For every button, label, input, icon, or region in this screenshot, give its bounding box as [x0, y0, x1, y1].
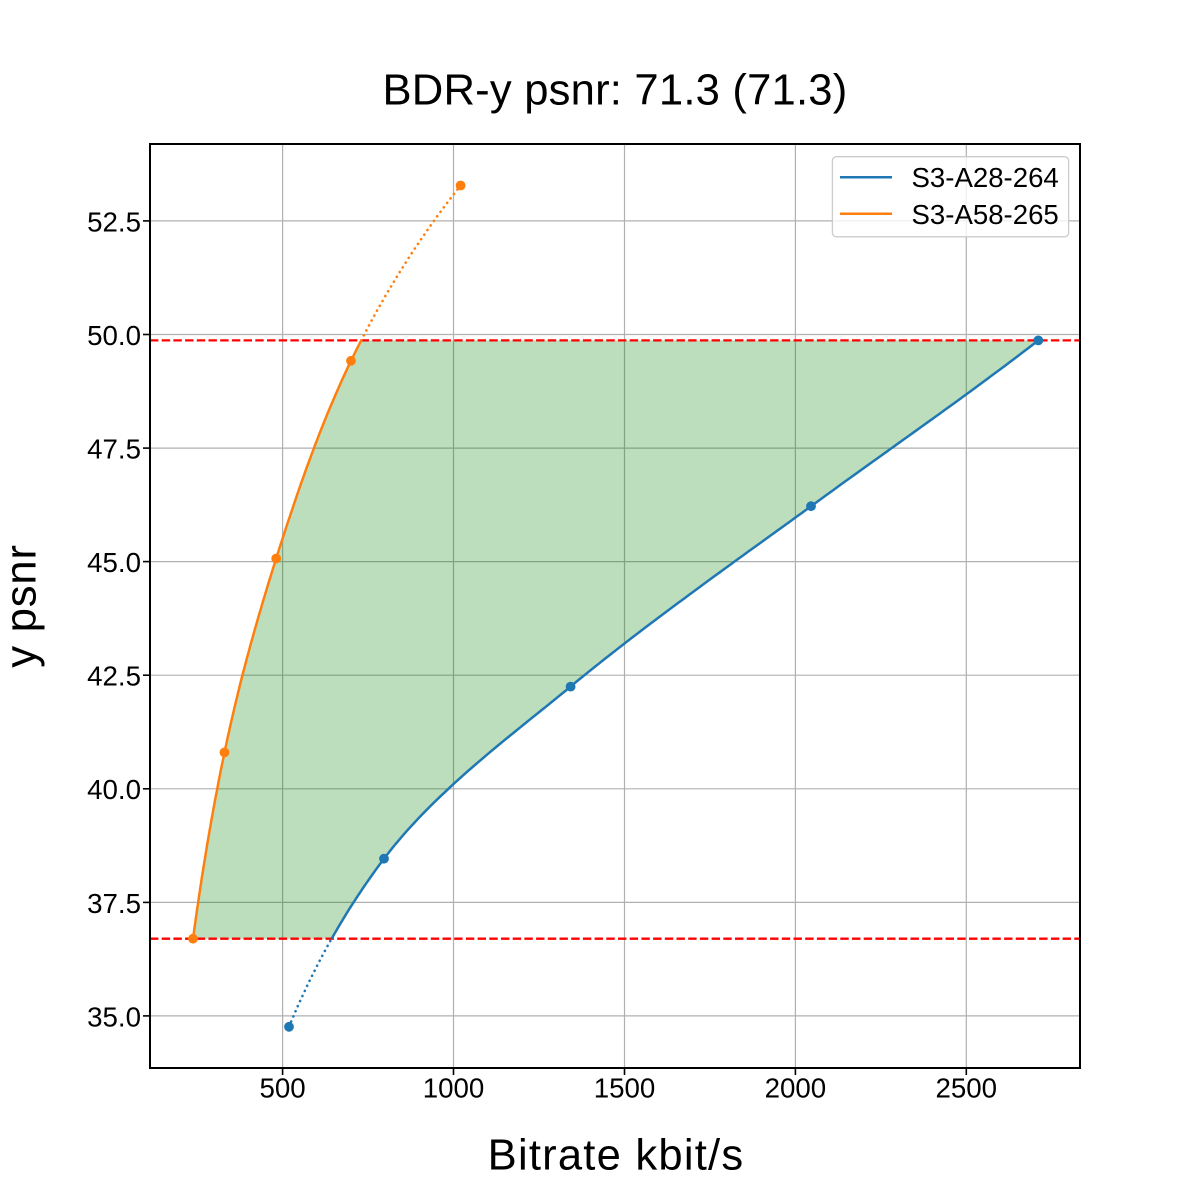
svg-text:S3-A58-265: S3-A58-265	[912, 199, 1059, 230]
svg-text:40.0: 40.0	[87, 774, 141, 805]
svg-text:37.5: 37.5	[87, 888, 141, 919]
svg-text:45.0: 45.0	[87, 547, 141, 578]
svg-text:52.5: 52.5	[87, 206, 141, 237]
svg-text:S3-A28-264: S3-A28-264	[912, 162, 1059, 193]
svg-text:Bitrate kbit/s: Bitrate kbit/s	[488, 1132, 745, 1180]
svg-text:2500: 2500	[935, 1073, 997, 1104]
svg-text:2000: 2000	[765, 1073, 827, 1104]
svg-text:35.0: 35.0	[87, 1001, 141, 1032]
svg-text:y psnr: y psnr	[0, 544, 46, 668]
svg-text:1000: 1000	[423, 1073, 485, 1104]
svg-text:50.0: 50.0	[87, 320, 141, 351]
svg-text:1500: 1500	[594, 1073, 656, 1104]
svg-text:BDR-y psnr: 71.3 (71.3): BDR-y psnr: 71.3 (71.3)	[383, 67, 848, 115]
svg-text:47.5: 47.5	[87, 434, 141, 465]
svg-text:500: 500	[259, 1073, 305, 1104]
svg-text:42.5: 42.5	[87, 661, 141, 692]
